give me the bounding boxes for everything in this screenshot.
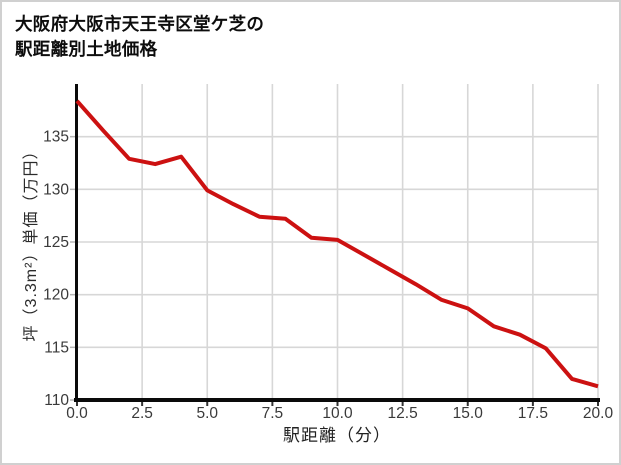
price-line <box>75 99 599 389</box>
x-tick-label: 20.0 <box>583 405 614 422</box>
x-tick-label: 12.5 <box>388 405 418 422</box>
y-tick-label: 125 <box>43 234 69 251</box>
x-axis-title: 駅距離（分） <box>283 426 391 445</box>
x-tick-label: 15.0 <box>453 405 484 422</box>
x-tick-label: 17.5 <box>518 405 548 422</box>
y-tick-label: 110 <box>44 392 69 409</box>
chart-title: 大阪府大阪市天王寺区堂ケ芝の 駅距離別土地価格 <box>15 12 264 62</box>
y-tick-label: 130 <box>43 181 69 198</box>
x-tick-label: 10.0 <box>322 405 353 422</box>
y-tick-label: 120 <box>43 287 69 304</box>
chart-title-line2: 駅距離別土地価格 <box>15 39 158 59</box>
x-tick-label: 7.5 <box>262 405 284 422</box>
x-tick-label: 5.0 <box>196 405 218 422</box>
y-tick-label: 115 <box>44 339 69 356</box>
y-tick-label: 135 <box>43 129 69 146</box>
x-tick-label: 0.0 <box>66 405 88 422</box>
x-tick-label: 2.5 <box>131 405 153 422</box>
chart-title-line1: 大阪府大阪市天王寺区堂ケ芝の <box>15 14 265 34</box>
